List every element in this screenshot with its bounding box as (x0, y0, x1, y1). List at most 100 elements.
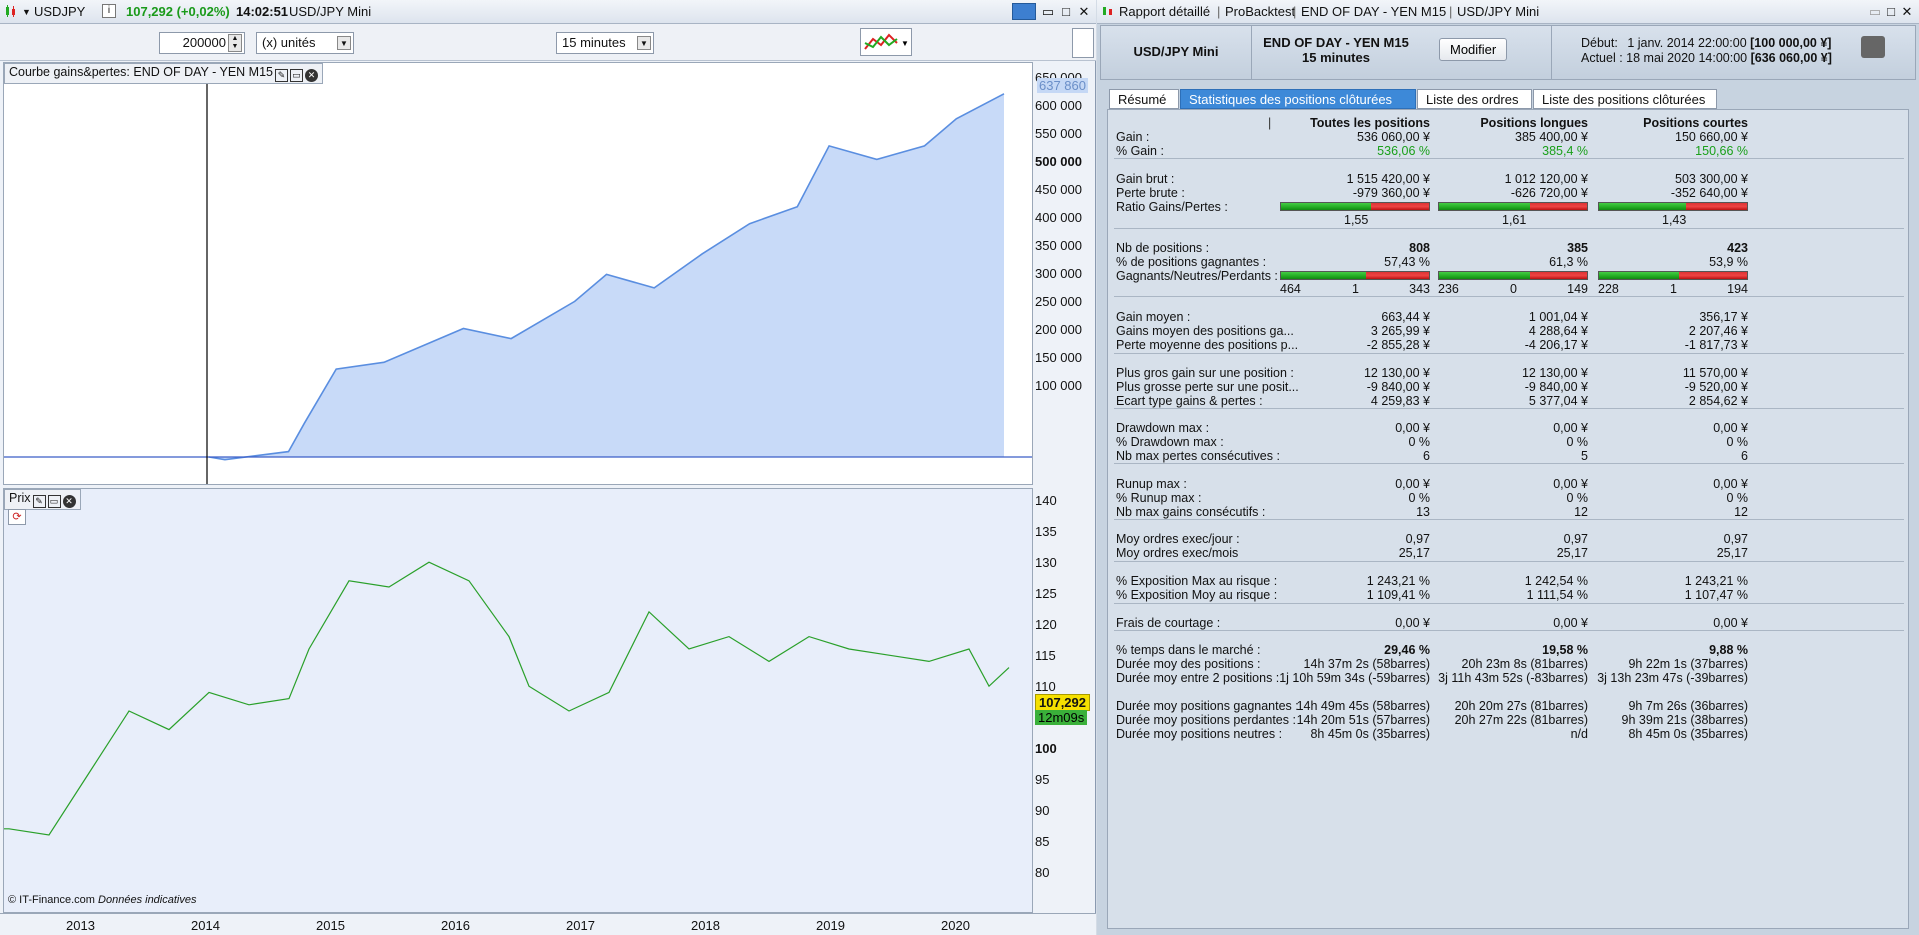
refresh-icon[interactable]: ⟳ (8, 509, 26, 525)
actuel-value: 18 mai 2020 14:00:00 (1626, 51, 1748, 65)
stat-value: -9 840,00 ¥ (1366, 380, 1430, 394)
maximize-button[interactable]: □ (1062, 4, 1070, 19)
quantity-input[interactable]: 200000 ▲ ▼ (159, 32, 245, 54)
svg-text:▼: ▼ (901, 39, 909, 48)
stat-value: 0,00 ¥ (1713, 616, 1748, 630)
price-tick: 100 (1035, 741, 1057, 756)
year-tick: 2015 (316, 918, 345, 933)
price-tick: 135 (1035, 524, 1057, 539)
stat-value: 0,00 ¥ (1395, 616, 1430, 630)
ratio-value: 1,55 (1344, 213, 1369, 227)
tab-orders[interactable]: Liste des ordres (1417, 89, 1532, 109)
gnp-winners: 464 (1280, 282, 1301, 296)
stat-value: 3 265,99 ¥ (1370, 324, 1430, 338)
gnp-neutral: 0 (1510, 282, 1517, 296)
stat-value: 663,44 ¥ (1381, 310, 1430, 324)
stat-value: 2 207,46 ¥ (1688, 324, 1748, 338)
stat-value: 9h 7m 26s (36barres) (1628, 699, 1748, 713)
close-panel-icon[interactable]: ✕ (305, 69, 318, 82)
timeframe-select[interactable]: 15 minutes ▼ (556, 32, 654, 54)
wrench-icon[interactable]: ✎ (275, 69, 288, 82)
price-tick: 85 (1035, 834, 1050, 849)
equity-panel: Courbe gains&pertes: END OF DAY - YEN M1… (3, 62, 1033, 485)
tab-closed-positions[interactable]: Liste des positions clôturées (1533, 89, 1717, 109)
window-icon[interactable]: ▭ (290, 69, 303, 82)
report-window: Rapport détaillé | ProBacktest | END OF … (1097, 0, 1919, 935)
stat-label: Durée moy des positions : (1116, 657, 1261, 671)
wrench-icon[interactable]: ✎ (32, 495, 46, 508)
stat-label: Ecart type gains & pertes : (1116, 394, 1263, 408)
stat-label: Durée moy entre 2 positions : (1116, 671, 1280, 685)
row-separator (1114, 561, 1904, 562)
equity-tick: 450 000 (1035, 182, 1082, 197)
stat-label: Plus gros gain sur une position : (1116, 366, 1294, 380)
tab-resume[interactable]: Résumé (1109, 89, 1179, 109)
stat-label: Ratio Gains/Pertes : (1116, 200, 1228, 214)
stat-value: 0,00 ¥ (1553, 616, 1588, 630)
unit-select[interactable]: (x) unités ▼ (256, 32, 354, 54)
maximize-button[interactable]: □ (1887, 4, 1895, 19)
add-indicator-icon[interactable] (1072, 28, 1094, 58)
stat-value: 53,9 % (1709, 255, 1748, 269)
close-panel-icon[interactable]: ✕ (62, 495, 76, 508)
indicator-button[interactable]: ▼ (860, 28, 912, 56)
stat-value: 0,97 (1405, 532, 1430, 546)
gnp-winners: 228 (1598, 282, 1619, 296)
row-separator (1114, 603, 1904, 604)
window-icon[interactable]: ▭ (47, 495, 61, 508)
stat-value: 13 (1416, 505, 1430, 519)
price-tick: 115 (1035, 648, 1056, 663)
stat-value: 1 012 120,00 ¥ (1504, 172, 1588, 186)
stat-label: Moy ordres exec/jour : (1116, 532, 1240, 546)
candlestick-icon[interactable] (4, 4, 18, 21)
tab-closed-stats[interactable]: Statistiques des positions clôturées (1180, 89, 1416, 109)
report-title: Rapport détaillé (1119, 4, 1211, 19)
price-tick: 130 (1035, 555, 1057, 570)
print-icon[interactable] (1861, 36, 1885, 58)
stat-label: Moy ordres exec/mois (1116, 546, 1239, 560)
stat-value: -626 720,00 ¥ (1510, 186, 1588, 200)
ratio-bar (1598, 202, 1748, 211)
row-separator (1114, 519, 1904, 520)
ratio-value: 1,61 (1502, 213, 1527, 227)
price-chart (4, 561, 1010, 836)
close-button[interactable]: ✕ (1901, 4, 1913, 19)
minimize-button[interactable]: ▭ (1868, 4, 1882, 19)
column-header: Toutes les positions (1310, 116, 1430, 130)
equity-tick: 400 000 (1035, 210, 1082, 225)
info-icon[interactable]: i (102, 4, 116, 18)
equity-tick: 150 000 (1035, 350, 1082, 365)
row-separator (1114, 228, 1904, 229)
stat-value: 0,00 ¥ (1395, 477, 1430, 491)
chart-title-bar: ▼ USDJPY i 107,292 (+0,02%) 14:02:51 USD… (0, 0, 1096, 24)
keyboard-icon[interactable] (1012, 3, 1036, 20)
stat-value: 14h 49m 45s (58barres) (1296, 699, 1430, 713)
price-tick: 110 (1035, 679, 1056, 694)
ratio-bar (1280, 202, 1430, 211)
close-button[interactable]: ✕ (1078, 4, 1090, 19)
stat-value: 25,17 (1716, 546, 1748, 560)
stat-value: 0 % (1408, 491, 1430, 505)
year-tick: 2020 (941, 918, 970, 933)
stat-value: 57,43 % (1384, 255, 1430, 269)
stat-value: 385,4 % (1542, 144, 1588, 158)
equity-area (209, 93, 1004, 460)
instrument-symbol[interactable]: USDJPY (34, 4, 86, 19)
stats-table: Toutes les positions Positions longues Pos… (1107, 109, 1909, 929)
price-y-axis: 140 135 130 125 120 115 110 100 95 90 85 80 107,292 1… (1035, 488, 1095, 913)
minimize-button[interactable]: ▭ (1041, 4, 1055, 19)
equity-tick: 250 000 (1035, 294, 1082, 309)
gnp-bar-fill (1439, 272, 1530, 279)
stat-value: 0,00 ¥ (1553, 421, 1588, 435)
gnp-neutral: 1 (1670, 282, 1677, 296)
stat-value: 20h 20m 27s (81barres) (1454, 699, 1588, 713)
row-separator (1114, 630, 1904, 631)
stat-value: 5 (1581, 449, 1588, 463)
dropdown-arrow-icon[interactable]: ▼ (22, 7, 31, 17)
header-instrument: USD/JPY Mini (1133, 44, 1219, 59)
stat-label: Nb max pertes consécutives : (1116, 449, 1280, 463)
stat-value: -979 360,00 ¥ (1352, 186, 1430, 200)
stat-label: % temps dans le marché : (1116, 643, 1261, 657)
modify-button[interactable]: Modifier (1439, 38, 1508, 61)
